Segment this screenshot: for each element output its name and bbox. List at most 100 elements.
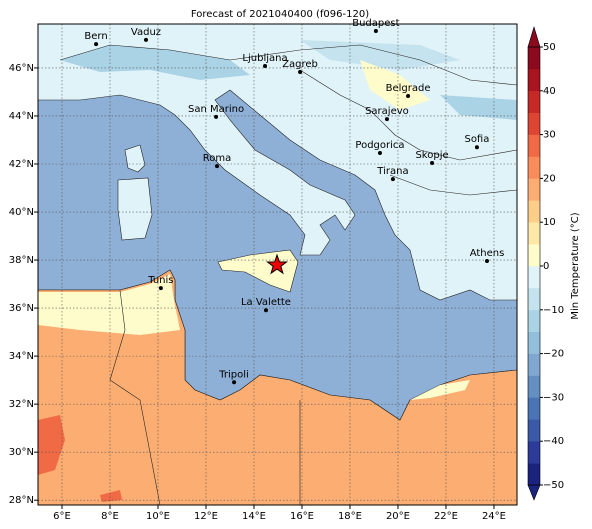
city-label: San Marino (188, 104, 244, 115)
city-dot (232, 380, 237, 385)
x-tick-label: 12°E (194, 511, 218, 522)
x-tick-label: 10°E (146, 511, 170, 522)
colorbar-band (528, 397, 540, 420)
colorbar-band (528, 68, 540, 92)
colorbar-band (528, 266, 540, 289)
x-tick-label: 6°E (53, 511, 71, 522)
colorbar-band (528, 134, 540, 157)
city-label: Budapest (352, 18, 399, 29)
y-tick-label: 28°N (9, 495, 34, 506)
x-tick-label: 14°E (242, 511, 266, 522)
warm-patch (410, 380, 470, 400)
city-label: Bern (84, 31, 107, 42)
city-dot (298, 70, 303, 75)
city-label: Roma (203, 153, 232, 164)
city-label: Ljubljana (242, 53, 287, 64)
y-tick-label: 34°N (9, 351, 34, 362)
border (389, 174, 517, 196)
x-tick-label: 18°E (338, 511, 362, 522)
colorbar-tick-label: 40 (543, 86, 556, 97)
colorbar-band (528, 419, 540, 442)
x-tick-label: 16°E (290, 511, 314, 522)
colorbar-band (528, 375, 540, 398)
city-dot (215, 164, 220, 169)
city-label: Vaduz (131, 27, 161, 38)
colorbar-band (528, 287, 540, 311)
colorbar-tick-label: 0 (543, 261, 549, 272)
y-tick-label: 32°N (9, 399, 34, 410)
colorbar-tick-label: −30 (543, 392, 564, 403)
colorbar-band (528, 441, 540, 464)
y-tick-label: 44°N (9, 111, 34, 122)
colorbar-tick-label: 30 (543, 130, 556, 141)
x-tick-label: 24°E (482, 511, 506, 522)
warm-patch (360, 60, 430, 110)
colorbar: −50 −40 −30 −20 −10 0 10 20 30 40 50 Min Temperatur… (527, 25, 581, 501)
forecast-point-star (266, 253, 288, 275)
city-dot (143, 37, 148, 42)
y-tick-label: 40°N (9, 207, 34, 218)
city-label: Athens (470, 248, 505, 259)
colorbar-band (528, 112, 540, 135)
x-tick-label: 22°E (434, 511, 458, 522)
hot-patch (38, 415, 65, 475)
city-dot (430, 161, 435, 166)
city-dot (214, 114, 219, 119)
title: Forecast of 2021040400 (f096-120) (191, 9, 369, 20)
cold-patch (440, 95, 517, 120)
city-label: Belgrade (386, 83, 431, 94)
city-dot (263, 308, 268, 313)
city-dot (158, 286, 163, 291)
colorbar-band (528, 47, 540, 70)
colorbar-extend-high (527, 25, 541, 48)
sardinia (117, 177, 153, 241)
city-dot (377, 150, 382, 155)
hot-patch (100, 490, 122, 502)
city-dot (373, 28, 378, 33)
cold-patch (60, 45, 250, 80)
y-tick-label: 46°N (9, 63, 34, 74)
city-dot (384, 117, 389, 122)
cold-patch (300, 40, 460, 70)
border (109, 289, 161, 505)
city-label: Tunis (147, 275, 173, 286)
city-label: Sofia (464, 134, 489, 145)
colorbar-band (528, 463, 540, 486)
colorbar-band (528, 200, 540, 223)
colorbar-band (528, 331, 540, 354)
colorbar-band (528, 90, 540, 113)
colorbar-band (528, 309, 540, 332)
city-dot (263, 64, 268, 69)
colorbar-tick-label: −50 (543, 480, 564, 491)
city-label: La Valette (241, 297, 291, 308)
city-label: Podgorica (355, 140, 404, 151)
city-dot (406, 94, 411, 99)
city-label: Zagreb (282, 59, 318, 70)
colorbar-tick-label: −40 (543, 436, 564, 447)
colorbar-tick-label: 20 (543, 173, 556, 184)
colorbar-band (528, 353, 540, 376)
city-dot (94, 42, 99, 47)
warm-patch (38, 274, 180, 335)
colorbar-band (528, 244, 540, 267)
colorbar-tick-label: −10 (543, 305, 564, 316)
x-tick-label: 8°E (101, 511, 119, 522)
colorbar-band (528, 178, 540, 201)
city-dot (485, 259, 490, 264)
map-frame (37, 23, 518, 506)
city-label: Tripoli (218, 369, 249, 380)
y-tick-label: 38°N (9, 255, 34, 266)
colorbar-tick-label: 50 (543, 42, 556, 53)
y-tick-label: 30°N (9, 447, 34, 458)
colorbar-band (528, 222, 540, 245)
city-label: Sarajevo (365, 106, 409, 117)
colorbar-tick-label: 10 (543, 217, 556, 228)
city-label: Tirana (376, 166, 408, 177)
colorbar-label: Min Temperature (°C) (570, 212, 581, 319)
city-dot (390, 177, 395, 182)
y-tick-label: 36°N (9, 303, 34, 314)
city-label: Skopje (415, 150, 448, 161)
border (299, 69, 517, 161)
x-tick-label: 20°E (386, 511, 410, 522)
